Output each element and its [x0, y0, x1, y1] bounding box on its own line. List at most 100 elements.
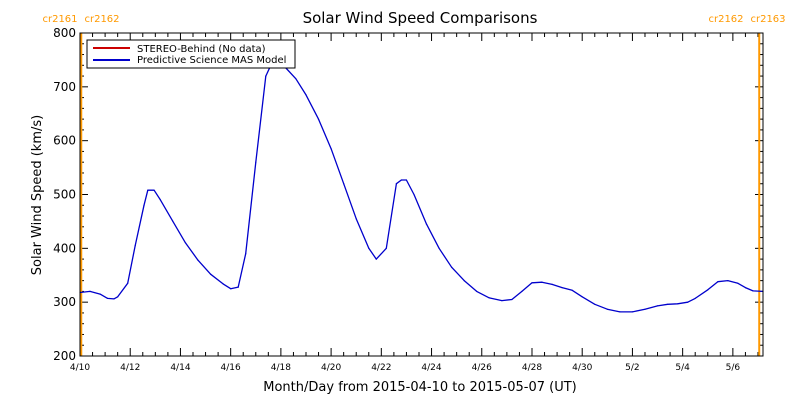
data-point [368, 247, 370, 249]
x-tick-label: 4/10 [70, 363, 90, 373]
data-point [541, 281, 543, 283]
data-point [143, 204, 145, 206]
data-point [127, 282, 129, 284]
data-point [677, 303, 679, 305]
data-point [230, 288, 232, 290]
data-point [134, 245, 136, 247]
data-point [631, 311, 634, 313]
data-point [117, 296, 119, 298]
carrington-labels: cr2161 cr2162 cr2162 cr2163 [42, 14, 785, 25]
y-tick-label: 700 [53, 80, 76, 94]
data-point [295, 78, 297, 80]
carrington-label: cr2162 [708, 14, 743, 25]
data-point [153, 189, 155, 191]
data-point [330, 148, 332, 150]
data-point [405, 179, 407, 181]
y-tick-label: 400 [53, 241, 76, 255]
data-point [521, 290, 523, 292]
data-point [172, 220, 174, 222]
data-point [255, 161, 257, 163]
data-point [644, 308, 646, 310]
data-point [476, 290, 478, 292]
data-point [463, 280, 465, 282]
data-point [581, 296, 583, 298]
data-point [425, 223, 428, 225]
data-point [159, 199, 161, 201]
data-point [355, 218, 357, 220]
chart-title: Solar Wind Speed Comparisons [303, 9, 538, 27]
data-point [744, 287, 747, 289]
data-point [317, 118, 320, 120]
x-tick-label: 4/22 [371, 363, 391, 373]
data-point [501, 300, 503, 302]
data-point [107, 297, 109, 299]
x-tick-label: 4/16 [221, 363, 241, 373]
data-point [147, 189, 149, 191]
x-tick-labels: 4/10 4/12 4/14 4/16 4/18 4/20 4/22 4/24 4/26 4/28… [70, 363, 740, 373]
data-point [737, 282, 739, 284]
x-tick-label: 4/24 [421, 363, 441, 373]
data-point [184, 242, 187, 244]
data-point [687, 301, 689, 303]
x-tick-label: 4/30 [572, 363, 592, 373]
data-point [89, 290, 91, 292]
data-point [694, 297, 696, 299]
y-axis-label: Solar Wind Speed (km/s) [30, 115, 45, 275]
data-point [395, 183, 397, 185]
x-tick-label: 4/26 [472, 363, 492, 373]
y-tick-labels: 200 300 400 500 600 700 800 [53, 26, 76, 363]
data-point [571, 289, 573, 291]
carrington-label: cr2161 [42, 14, 77, 25]
y-tick-label: 800 [53, 26, 76, 40]
x-tick-label: 5/2 [625, 363, 639, 373]
data-point [707, 289, 709, 291]
y-tick-label: 200 [53, 349, 76, 363]
data-point [400, 179, 402, 181]
data-point [667, 303, 669, 305]
data-point [619, 311, 621, 313]
data-point [375, 258, 377, 260]
data-point [727, 280, 729, 282]
data-point [606, 308, 608, 310]
data-point [531, 282, 533, 284]
data-point [451, 266, 453, 268]
legend-box [86, 39, 296, 69]
data-point [717, 281, 719, 283]
carrington-label: cr2163 [750, 14, 785, 25]
x-axis-label: Month/Day from 2015-04-10 to 2015-05-07 … [263, 380, 576, 395]
data-point [438, 247, 440, 249]
legend-label-stereo: STEREO-Behind (No data) [137, 44, 266, 55]
data-point [343, 183, 345, 185]
x-tick-label: 4/20 [321, 363, 341, 373]
y-tick-label: 600 [53, 134, 76, 148]
data-point [237, 286, 239, 288]
data-point [488, 297, 490, 299]
y-tick-label: 500 [53, 188, 76, 202]
data-point [413, 193, 415, 196]
data-point [113, 298, 115, 300]
data-point [511, 298, 513, 301]
x-tick-label: 4/18 [271, 363, 291, 373]
legend-label-mas: Predictive Science MAS Model [137, 55, 286, 66]
data-point [305, 94, 307, 96]
data-point [752, 290, 754, 292]
legend: STEREO-Behind (No data) Predictive Scien… [86, 39, 296, 69]
x-tick-label: 5/6 [726, 363, 741, 373]
y-tick-label: 300 [53, 295, 76, 309]
data-point [385, 247, 387, 249]
carrington-label: cr2162 [84, 14, 119, 25]
data-point [265, 75, 267, 77]
data-point [222, 283, 224, 285]
x-tick-label: 4/14 [170, 363, 190, 373]
data-point [594, 303, 596, 305]
x-tick-label: 5/4 [675, 363, 690, 373]
plot-frame [79, 32, 764, 357]
series-line [79, 64, 764, 313]
data-point [561, 287, 563, 289]
carrington-markers [80, 33, 761, 356]
data-point [551, 283, 553, 285]
data-point [197, 259, 199, 261]
data-point [656, 305, 659, 307]
series-lines [79, 64, 764, 313]
